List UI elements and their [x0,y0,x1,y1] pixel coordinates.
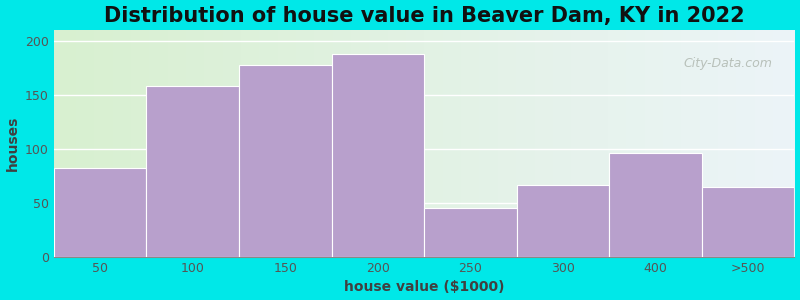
Bar [517,184,610,257]
Bar [610,153,702,257]
Bar [331,54,424,257]
X-axis label: house value ($1000): house value ($1000) [344,280,504,294]
Title: Distribution of house value in Beaver Dam, KY in 2022: Distribution of house value in Beaver Da… [104,6,745,26]
Y-axis label: houses: houses [6,116,19,171]
Bar [239,64,331,257]
Bar [702,187,794,257]
Bar [54,168,146,257]
Bar [424,208,517,257]
Bar [146,86,239,257]
Text: City-Data.com: City-Data.com [683,57,772,70]
